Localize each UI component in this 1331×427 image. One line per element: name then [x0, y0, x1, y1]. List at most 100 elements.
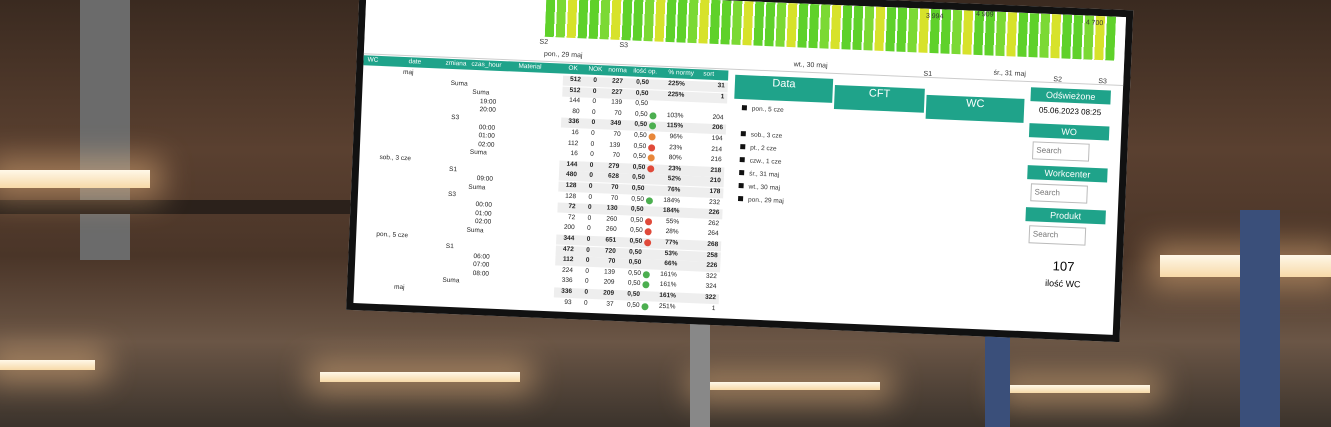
table-cell: 0,50: [634, 121, 648, 129]
tv-screen: S2 S3 S1 S2 S3 pon., 29 maj wt., 30 maj śr., 31…: [346, 0, 1134, 343]
table-cell: [654, 101, 684, 102]
table-cell: 322: [705, 272, 717, 280]
table-cell: 72: [567, 213, 576, 222]
date-label: czw., 1 cze: [749, 157, 782, 166]
table-cell: 720: [604, 247, 616, 255]
column-header: NOK: [588, 65, 603, 74]
table-cell: 224: [561, 266, 574, 274]
table-cell: 232: [708, 198, 721, 206]
refresh-time: 05.06.2023 08:25: [1038, 105, 1102, 118]
filter-tab: CFT: [833, 84, 925, 113]
table-cell: 0,50: [629, 226, 643, 235]
date-item: pon., 29 maj: [737, 196, 784, 205]
table-cell: 31: [717, 82, 725, 90]
table-cell: 139: [611, 98, 623, 107]
tree-label: 09:00: [476, 175, 494, 183]
table-cell: 80: [572, 107, 580, 116]
table-cell: 178: [709, 187, 721, 196]
table-cell: 70: [614, 109, 622, 117]
table-cell: 472: [562, 245, 574, 253]
table-cell: 258: [706, 251, 718, 259]
tree-label: S1: [448, 165, 458, 173]
table-cell: 0: [592, 98, 597, 106]
column-header: Material: [518, 62, 542, 71]
chart-label: S3: [619, 41, 629, 50]
chart-label: pon., 29 maj: [543, 50, 583, 60]
table-cell: 112: [562, 255, 574, 264]
search-box[interactable]: Search: [1031, 141, 1090, 162]
checkbox: [739, 157, 745, 163]
table-cell: 0,50: [632, 173, 646, 182]
table-cell: 0,50: [629, 237, 643, 246]
table-cell: 0: [584, 278, 589, 286]
table-cell: 0: [588, 182, 593, 190]
table-cell: 37: [606, 300, 614, 308]
table-cell: 0: [585, 267, 590, 275]
table-cell: 210: [709, 177, 721, 185]
table-cell: 512: [569, 75, 582, 84]
table-cell: 0,50: [627, 279, 641, 288]
tree-label: Suma: [468, 183, 486, 192]
date-item: pon., 5 cze: [741, 105, 784, 114]
table-cell: 0: [585, 256, 590, 265]
column-header: sort: [703, 70, 715, 78]
table-cell: 512: [569, 86, 581, 94]
table-cell: 0,50: [628, 269, 642, 277]
table-cell: 0: [587, 214, 592, 222]
date-label: śr., 31 maj: [748, 170, 780, 179]
table-cell: 216: [710, 156, 722, 164]
tree-label: Suma: [466, 226, 484, 235]
status-dot: [647, 164, 655, 173]
table-cell: 112: [567, 139, 579, 147]
table-cell: 0,50: [633, 131, 647, 140]
date-filter: Data CFT WC pon., 5 cze sob., 3 cze pt., 2 cz…: [725, 74, 1027, 327]
table-cell: 260: [606, 215, 618, 223]
column-header: ilość op.: [633, 67, 658, 76]
date-label: wt., 30 maj: [748, 183, 781, 192]
table-cell: 324: [705, 283, 717, 291]
table-cell: 0: [591, 119, 596, 127]
table-cell: 628: [607, 172, 620, 181]
table-cell: 144: [566, 160, 578, 169]
table-cell: 336: [568, 118, 580, 126]
table-cell: 0: [592, 87, 597, 95]
table-cell: 23%: [669, 143, 683, 152]
tree-label: S3: [451, 113, 460, 122]
table-cell: 194: [711, 134, 723, 143]
chart-label: S2: [1053, 76, 1063, 84]
tree-label: Suma: [450, 79, 468, 88]
table-cell: 200: [563, 224, 575, 232]
search-box[interactable]: Search: [1028, 225, 1087, 246]
table-cell: 0: [584, 288, 589, 296]
date-item: sob., 3 cze: [740, 131, 782, 140]
status-dot: [644, 217, 653, 226]
table-cell: 227: [611, 88, 623, 96]
table-cell: 0: [586, 235, 591, 243]
column-header: WC: [367, 56, 379, 64]
chart-label: S1: [923, 70, 933, 79]
table-cell: 96%: [669, 133, 683, 141]
table-cell: 128: [565, 181, 577, 190]
bars-decoration: [544, 0, 1117, 61]
tree-label: Suma: [469, 149, 487, 157]
table-cell: 349: [610, 120, 622, 128]
status-dot: [642, 270, 650, 279]
table-cell: 184%: [662, 207, 680, 215]
table-cell: 70: [607, 257, 616, 266]
table-cell: 0: [587, 203, 592, 212]
checkbox: [737, 196, 744, 202]
table-cell: 227: [611, 77, 624, 86]
table-cell: 0,50: [630, 216, 644, 224]
tree-label: 19:00: [479, 97, 497, 106]
table-cell: 93: [564, 298, 572, 306]
status-dot: [641, 302, 649, 310]
table-cell: 0,50: [627, 290, 641, 298]
chart-label: S2: [539, 38, 549, 46]
search-box[interactable]: Search: [1030, 183, 1088, 204]
table-cell: 0,50: [626, 301, 640, 309]
table-cell: 268: [707, 240, 719, 249]
table-cell: 72: [568, 203, 576, 211]
date-item: wt., 30 maj: [738, 183, 780, 192]
date-item: pt., 2 cze: [740, 144, 777, 153]
